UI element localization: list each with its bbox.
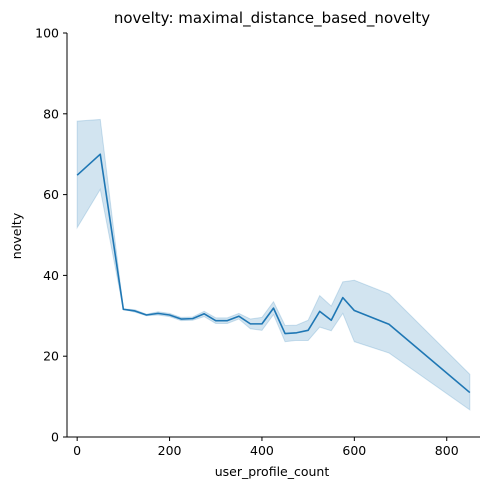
- x-axis-label: user_profile_count: [215, 464, 330, 479]
- series-line: [76, 153, 471, 394]
- x-tick-label: 200: [158, 443, 182, 458]
- plot-area: [76, 118, 471, 411]
- y-tick-label: 0: [51, 430, 59, 445]
- y-tick-label: 100: [35, 26, 59, 41]
- x-tick-label: 400: [250, 443, 274, 458]
- y-axis-label: novelty: [9, 212, 24, 259]
- y-tick-label: 80: [43, 106, 59, 121]
- x-tick-label: 0: [73, 443, 81, 458]
- y-ticks: 0 20 40 60 80 100: [35, 26, 67, 445]
- x-ticks: 0 200 400 600 800: [73, 437, 459, 458]
- chart-title: novelty: maximal_distance_based_novelty: [114, 9, 430, 28]
- y-tick-label: 40: [43, 268, 59, 283]
- x-tick-label: 600: [342, 443, 366, 458]
- y-tick-label: 20: [43, 349, 59, 364]
- confidence-band: [76, 118, 471, 411]
- x-tick-label: 800: [435, 443, 459, 458]
- y-tick-label: 60: [43, 187, 59, 202]
